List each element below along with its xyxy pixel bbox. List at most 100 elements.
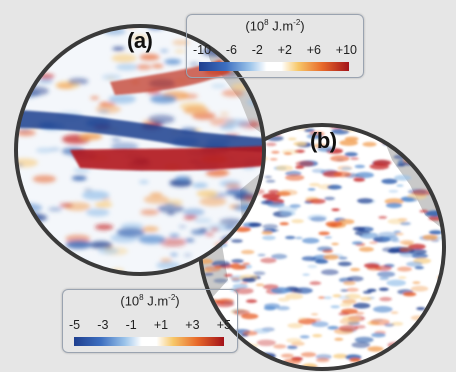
anomaly-speckle [276,306,290,311]
anomaly-speckle [419,355,439,362]
anomaly-speckle [285,235,296,240]
anomaly-speckle [309,182,321,187]
anomaly-speckle [317,146,335,153]
anomaly-speckle [338,256,348,260]
anomaly-speckle [352,302,371,309]
legend-b-tick: -3 [97,318,109,332]
anomaly-speckle [56,30,74,37]
anomaly-speckle [183,215,198,220]
anomaly-speckle [288,137,297,141]
anomaly-speckle [90,96,100,100]
anomaly-speckle [429,132,441,136]
anomaly-speckle [44,252,63,259]
anomaly-speckle [364,263,380,269]
anomaly-speckle [312,334,323,338]
legend-a-ticks: -10 -6 -2 +2 +6 +10 [193,43,357,57]
anomaly-speckle [16,54,31,61]
anomaly-speckle [297,317,307,321]
anomaly-speckle [56,83,74,89]
anomaly-speckle [98,109,110,114]
anomaly-speckle [271,253,288,260]
anomaly-speckle [111,137,121,142]
anomaly-speckle [402,341,411,345]
anomaly-speckle [200,357,212,362]
anomaly-speckle [395,358,407,363]
anomaly-speckle [394,174,412,181]
anomaly-speckle [334,337,344,341]
anomaly-speckle [112,46,125,51]
anomaly-speckle [203,272,214,276]
anomaly-speckle [396,184,404,187]
anomaly-speckle [219,112,230,116]
anomaly-speckle [51,43,65,48]
anomaly-speckle [289,204,301,208]
anomaly-speckle [401,351,414,356]
anomaly-speckle [157,204,184,214]
anomaly-speckle [377,271,396,278]
anomaly-speckle [302,237,320,244]
anomaly-speckle [351,341,371,348]
anomaly-speckle [20,58,30,62]
anomaly-speckle [65,240,92,249]
anomaly-speckle [408,243,426,250]
anomaly-speckle [241,249,255,255]
anomaly-speckle [311,313,319,316]
anomaly-speckle [305,198,321,203]
legend-b-tick: +3 [185,318,200,332]
legend-b-tick: -5 [69,318,81,332]
anomaly-speckle [411,189,432,196]
anomaly-speckle [48,261,76,271]
anomaly-speckle [196,190,218,198]
anomaly-speckle [135,64,152,70]
anomaly-speckle [243,352,252,356]
anomaly-speckle [16,229,30,238]
legend-a-tick: -6 [225,43,237,57]
anomaly-speckle [253,328,271,334]
anomaly-speckle [438,172,444,176]
anomaly-speckle [295,236,303,240]
anomaly-speckle [97,247,119,255]
anomaly-speckle [73,167,90,174]
anomaly-speckle [342,299,357,304]
legend-a-unit: (108 J.m-2) [245,18,305,34]
anomaly-speckle [398,276,407,279]
anomaly-speckle [287,345,298,350]
anomaly-speckle [341,166,352,171]
anomaly-speckle [257,253,266,257]
anomaly-speckle [240,357,255,363]
anomaly-speckle [331,208,340,212]
anomaly-speckle [338,312,350,316]
panel-label-a: (a) [127,28,153,53]
anomaly-speckle [278,297,290,302]
anomaly-speckle [330,155,350,162]
legend-a-tick: +6 [306,43,321,57]
anomaly-speckle [264,175,272,179]
anomaly-speckle [54,28,75,36]
anomaly-speckle [85,208,110,217]
anomaly-speckle [94,224,114,231]
anomaly-speckle [265,142,277,147]
anomaly-speckle [410,285,429,292]
legend-a-tick: +10 [335,43,357,57]
anomaly-speckle [434,297,444,301]
anomaly-speckle [416,307,426,311]
anomaly-speckle [390,311,399,315]
anomaly-speckle [384,323,395,327]
anomaly-speckle [400,221,411,226]
anomaly-speckle [358,125,377,129]
anomaly-speckle [267,201,285,208]
anomaly-speckle [414,146,432,152]
anomaly-speckle [434,329,444,333]
anomaly-speckle [431,150,444,155]
legend-b-ticks: -5 -3 -1 +1 +3 +5 [69,318,231,332]
negative-band-a [16,110,264,152]
anomaly-speckle [265,179,276,183]
anomaly-speckle [349,357,361,362]
anomaly-speckle [151,64,164,69]
anomaly-speckle [213,278,228,284]
anomaly-speckle [278,189,298,196]
anomaly-speckle [385,202,403,209]
anomaly-speckle [311,168,325,173]
anomaly-speckle [360,296,372,301]
anomaly-speckle [16,86,24,90]
